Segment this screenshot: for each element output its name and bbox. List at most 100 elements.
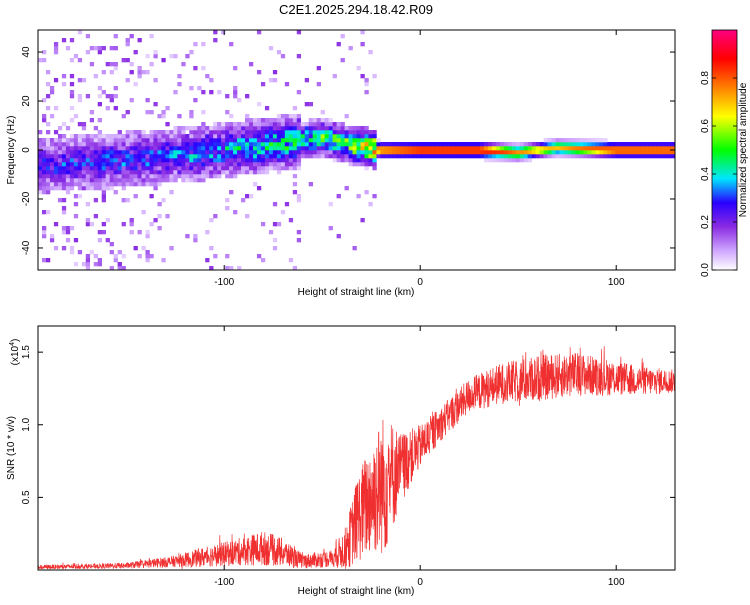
heatmap-cell (201, 110, 206, 115)
heatmap-cell (424, 146, 429, 151)
heatmap-cell (145, 110, 150, 115)
heatmap-cell (495, 154, 501, 159)
heatmap-cell (181, 166, 186, 171)
heatmap-cell (69, 106, 75, 111)
heatmap-cell (61, 150, 67, 155)
heatmap-cell (360, 138, 365, 143)
heatmap-cell (607, 142, 612, 147)
heatmap-cell (452, 150, 457, 155)
heatmap-cell (149, 162, 154, 167)
heatmap-cell (444, 146, 449, 151)
heatmap-cell (145, 230, 150, 235)
snr-panel: -100 0 100 0.51.01.5 Height of straight li… (6, 325, 676, 597)
heatmap-cell (551, 150, 556, 155)
heatmap-cell (177, 154, 182, 159)
heatmap-cell (89, 118, 95, 123)
heatmap-cell (125, 162, 130, 167)
heatmap-cell (233, 170, 238, 175)
heatmap-cell (61, 38, 67, 43)
heatmap-cell (153, 170, 158, 175)
heatmap-cell (217, 154, 222, 159)
heatmap-cell (440, 142, 445, 147)
heatmap-cell (45, 106, 51, 111)
heatmap-cell (491, 146, 497, 151)
heatmap-cell (229, 122, 234, 127)
snr-multiplier-close: ) (10, 339, 21, 342)
heatmap-cell (292, 126, 298, 131)
heatmap-cell (241, 122, 246, 127)
heatmap-cell (38, 190, 43, 195)
heatmap-cell (161, 130, 166, 135)
heatmap-x-tick-label: 100 (608, 277, 625, 288)
heatmap-cell (276, 118, 282, 123)
heatmap-cell (531, 150, 536, 155)
heatmap-cell (280, 142, 286, 147)
heatmap-cell (217, 138, 222, 143)
heatmap-cell (45, 158, 51, 163)
heatmap-cell (268, 230, 274, 235)
heatmap-cell (280, 122, 286, 127)
heatmap-cell (41, 114, 47, 119)
heatmap-cell (408, 146, 413, 151)
heatmap-cell (221, 142, 226, 147)
heatmap-cell (384, 142, 389, 147)
heatmap-cell (268, 122, 274, 127)
heatmap-cell (109, 162, 114, 167)
heatmap-cell (296, 146, 302, 151)
heatmap-cell (320, 138, 325, 143)
heatmap-cell (233, 90, 238, 95)
heatmap-cell (77, 162, 83, 167)
heatmap-cell (129, 150, 134, 155)
heatmap-cell (268, 154, 274, 159)
heatmap-cell (189, 178, 194, 183)
heatmap-cell (185, 174, 190, 179)
heatmap-cell (69, 142, 75, 147)
heatmap-y-tick-label: -40 (21, 240, 32, 255)
heatmap-cell (49, 166, 55, 171)
heatmap-cell (213, 150, 218, 155)
heatmap-cell (161, 154, 166, 159)
heatmap-cell (627, 146, 632, 151)
heatmap-cell (288, 162, 294, 167)
heatmap-cell (328, 202, 333, 207)
heatmap-cell (157, 114, 162, 119)
heatmap-cell (396, 146, 401, 151)
heatmap-cell (260, 158, 266, 163)
heatmap-cell (324, 154, 329, 159)
heatmap-cell (193, 130, 198, 135)
heatmap-cell (201, 154, 206, 159)
heatmap-cell (41, 162, 47, 167)
heatmap-cell (193, 126, 198, 131)
heatmap-cell (197, 134, 202, 139)
heatmap-cell (121, 222, 126, 227)
heatmap-cell (205, 134, 210, 139)
heatmap-cell (89, 46, 95, 51)
heatmap-cell (559, 142, 564, 147)
heatmap-cell (93, 166, 99, 171)
heatmap-cell (260, 154, 266, 159)
heatmap-cell (89, 146, 95, 151)
heatmap-cell (125, 110, 130, 115)
heatmap-cell (523, 150, 528, 155)
snr-y-axis-label: SNR (10 * v/v) (6, 416, 17, 480)
heatmap-cell (45, 210, 51, 215)
heatmap-cell (113, 34, 118, 39)
heatmap-cell (487, 150, 493, 155)
heatmap-cell (217, 166, 222, 171)
heatmap-cell (245, 142, 250, 147)
heatmap-cell (527, 158, 532, 163)
heatmap-cell (467, 142, 473, 147)
heatmap-cell (360, 162, 365, 167)
heatmap-cell (324, 150, 329, 155)
heatmap-cell (483, 158, 489, 163)
heatmap-cell (404, 142, 409, 147)
heatmap-cell (284, 166, 290, 171)
heatmap-cell (523, 158, 528, 163)
heatmap-cell (145, 254, 150, 259)
heatmap-cell (77, 94, 83, 99)
heatmap-cell (153, 142, 158, 147)
heatmap-cell (177, 150, 182, 155)
heatmap-cell (85, 258, 91, 263)
heatmap-x-tick-label: 0 (417, 277, 423, 288)
